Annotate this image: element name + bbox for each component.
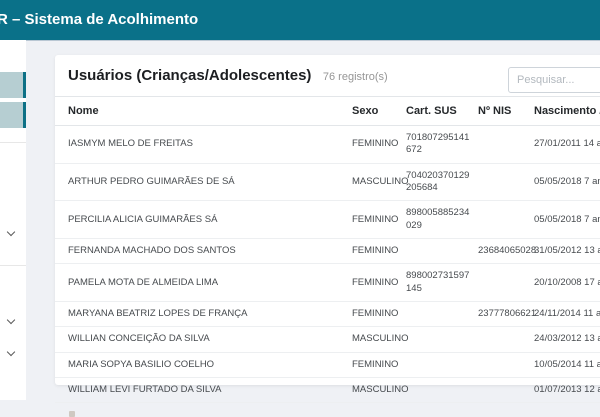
cell-cart-sus <box>402 377 474 404</box>
cell-nis <box>474 125 530 164</box>
divider <box>0 142 26 143</box>
column-header-nascimento: Nascimento / Idade <box>530 96 600 126</box>
column-header-cart-sus: Cart. SUS <box>402 96 474 126</box>
cell-nis <box>474 200 530 240</box>
cell-cart-sus: 898005885234029 <box>402 200 474 240</box>
cell-sexo: MASCULINO <box>348 326 408 353</box>
cell-nome: MARYANA BEATRIZ LOPES DE FRANÇA <box>55 301 348 328</box>
sidebar-item-active[interactable] <box>0 72 26 98</box>
column-header-nome: Nome <box>55 96 348 126</box>
cell-sexo: FEMININO <box>348 263 402 303</box>
cell-nome: ARTHUR PEDRO GUIMARÃES DE SÁ <box>55 163 348 202</box>
chevron-down-icon[interactable] <box>6 227 16 237</box>
chevron-down-icon[interactable] <box>6 315 16 325</box>
cell-nascimento: 05/05/2018 7 anos <box>530 200 600 240</box>
cell-nis: 23684065028 <box>474 238 536 265</box>
cell-cart-sus: 704020370129205684 <box>402 163 474 202</box>
cell-nascimento: 31/05/2012 13 anos <box>530 238 600 265</box>
cell-nis <box>474 263 530 303</box>
cell-nascimento: 24/11/2014 11 anos <box>530 301 600 328</box>
cell-nascimento: 27/01/2011 14 anos <box>530 125 600 164</box>
cell-cart-sus: 898002731597145 <box>402 263 474 303</box>
page-title: Usuários (Crianças/Adolescentes) <box>68 67 312 84</box>
card-header: Usuários (Crianças/Adolescentes) 76 regi… <box>55 55 600 96</box>
sidebar-item-active[interactable] <box>0 102 26 128</box>
search-input[interactable] <box>508 67 600 93</box>
table-row[interactable]: FERNANDA MACHADO DOS SANTOS FEMININO 23684… <box>55 238 600 265</box>
cell-nome: PAMELA MOTA DE ALMEIDA LIMA <box>55 263 348 303</box>
table-row[interactable]: WILLIAN CONCEIÇÃO DA SILVA MASCULINO 24/03… <box>55 326 600 353</box>
sidebar <box>0 40 26 400</box>
cell-sexo: FEMININO <box>348 200 402 240</box>
cell-sexo: MASCULINO <box>348 163 408 202</box>
cell-cart-sus <box>402 238 474 265</box>
table-header-row: Nome Sexo Cart. SUS Nº NIS Nascimento / … <box>55 96 600 126</box>
users-table-body: IASMYM MELO DE FREITAS FEMININO 7018072951… <box>55 125 600 404</box>
table-row[interactable]: PERCILIA ALICIA GUIMARÃES SÁ FEMININO 8980… <box>55 200 600 240</box>
divider <box>0 265 26 266</box>
cell-sexo: MASCULINO <box>348 377 408 404</box>
cell-nome: PERCILIA ALICIA GUIMARÃES SÁ <box>55 200 348 240</box>
cell-cart-sus: 701807295141672 <box>402 125 474 164</box>
cell-nascimento: 05/05/2018 7 anos <box>530 163 600 202</box>
column-header-nis: Nº NIS <box>474 96 530 126</box>
cell-nome: IASMYM MELO DE FREITAS <box>55 125 348 164</box>
table-row[interactable]: PAMELA MOTA DE ALMEIDA LIMA FEMININO 89800… <box>55 263 600 303</box>
cell-sexo: FEMININO <box>348 301 402 328</box>
cell-nis <box>474 326 530 353</box>
cell-nascimento: 01/07/2013 12 anos <box>530 377 600 404</box>
cell-nascimento: 10/05/2014 11 anos <box>530 352 600 379</box>
cell-sexo: FEMININO <box>348 238 402 265</box>
record-count: 76 registro(s) <box>322 71 388 83</box>
cell-cart-sus <box>402 326 474 353</box>
app-title: R – Sistema de Acolhimento <box>0 11 199 28</box>
table-row[interactable]: ARTHUR PEDRO GUIMARÃES DE SÁ MASCULINO 704… <box>55 163 600 202</box>
cell-nome: WILLIAN CONCEIÇÃO DA SILVA <box>55 326 348 353</box>
cell-sexo: FEMININO <box>348 125 402 164</box>
cell-cart-sus <box>402 301 474 328</box>
table-row[interactable]: MARYANA BEATRIZ LOPES DE FRANÇA FEMININO 2… <box>55 301 600 328</box>
cell-nis <box>474 352 530 379</box>
column-header-sexo: Sexo <box>348 96 402 126</box>
table-row[interactable]: MARIA SOPYA BASILIO COELHO FEMININO 10/05/… <box>55 352 600 379</box>
cell-sexo: FEMININO <box>348 352 402 379</box>
pagination-fragment <box>69 411 75 417</box>
app-header: R – Sistema de Acolhimento <box>0 0 600 40</box>
cell-nome: FERNANDA MACHADO DOS SANTOS <box>55 238 348 265</box>
cell-nome: MARIA SOPYA BASILIO COELHO <box>55 352 348 379</box>
cell-cart-sus <box>402 352 474 379</box>
cell-nis <box>474 163 530 202</box>
users-table: Nome Sexo Cart. SUS Nº NIS Nascimento / … <box>55 96 600 404</box>
cell-nascimento: 24/03/2012 13 anos <box>530 326 600 353</box>
table-row[interactable]: IASMYM MELO DE FREITAS FEMININO 7018072951… <box>55 125 600 164</box>
cell-nome: WILLIAM LEVI FURTADO DA SILVA <box>55 377 348 404</box>
chevron-down-icon[interactable] <box>6 347 16 357</box>
cell-nis: 23777806621 <box>474 301 536 328</box>
table-row[interactable]: WILLIAM LEVI FURTADO DA SILVA MASCULINO 01… <box>55 377 600 404</box>
cell-nascimento: 20/10/2008 17 anos <box>530 263 600 303</box>
cell-nis <box>474 377 530 404</box>
content-card: Usuários (Crianças/Adolescentes) 76 regi… <box>55 55 600 417</box>
